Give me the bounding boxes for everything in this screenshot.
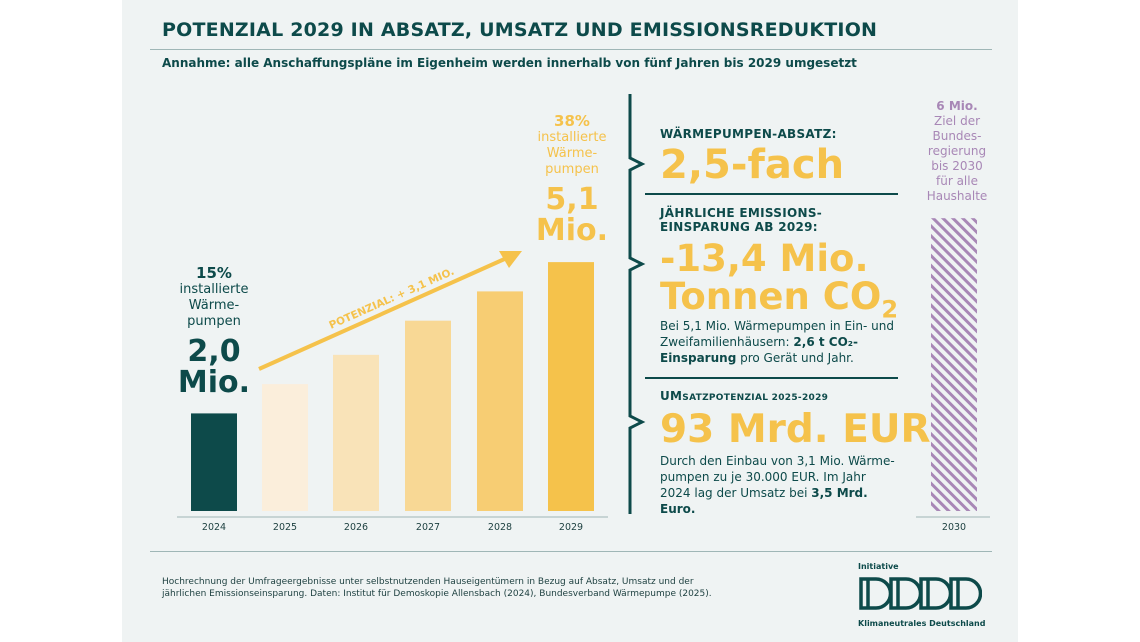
- revenue-heading-rest: SATZPOTENZIAL 2025-2029: [682, 393, 829, 403]
- desc-2029-line3: pumpen: [545, 162, 599, 177]
- desc-2029-line1: installierte: [537, 130, 607, 145]
- value-2029-line1: 5,1: [545, 182, 599, 217]
- share-2029: 38%: [554, 112, 590, 130]
- potential-arrow-line: [258, 255, 510, 371]
- logo-initiative-text: Initiative: [858, 562, 899, 571]
- target-desc-line4: bis 2030: [931, 159, 983, 173]
- target-desc-line6: Haushalte: [926, 189, 988, 203]
- target-desc-line2: Bundes-: [932, 129, 982, 143]
- emissions-body-text: Bei 5,1 Mio. Wärmepumpen in Ein- und Zwe…: [660, 319, 894, 349]
- emissions-body-tail: pro Gerät und Jahr.: [736, 351, 854, 365]
- bar-2025: [262, 384, 308, 511]
- value-2024: 2,0 Mio.: [168, 336, 260, 398]
- emissions-heading-line1: JÄHRLICHE EMISSIONS-: [660, 206, 823, 220]
- x-tick-2025: 2025: [273, 522, 297, 533]
- revenue-heading-initial: UM: [660, 389, 683, 403]
- page-subtitle: Annahme: alle Anschaffungspläne im Eigen…: [162, 56, 857, 70]
- stat-divider-2: [645, 377, 898, 379]
- target-desc-line5: für alle: [936, 174, 978, 188]
- bar-2028: [477, 291, 523, 511]
- logo-org-name: Klimaneutrales Deutschland: [858, 619, 986, 628]
- stat-divider-1: [645, 193, 898, 195]
- potential-arrow-head-icon: [499, 251, 522, 268]
- revenue-body-text: Durch den Einbau von 3,1 Mio. Wärme-pump…: [660, 454, 895, 500]
- source-note: Hochrechnung der Umfrageergebnisse unter…: [162, 577, 712, 599]
- emissions-unit: Tonnen CO: [660, 275, 882, 318]
- organization-logo: Initiative Klimaneutrales Deutschland: [858, 560, 988, 630]
- x-tick-2027: 2027: [416, 522, 440, 533]
- x-tick-2029: 2029: [559, 522, 583, 533]
- bar-2026: [333, 354, 379, 511]
- emissions-value: -13,4 Mio. Tonnen CO2: [660, 240, 898, 328]
- desc-2029-line2: Wärme-: [546, 146, 598, 161]
- bar-2024: [191, 413, 237, 511]
- bar-2030: [931, 218, 977, 511]
- target-annotation: 6 Mio. Ziel der Bundes- regierung bis 20…: [914, 99, 1000, 204]
- desc-2024-line3: pumpen: [187, 314, 241, 329]
- sales-heading: WÄRMEPUMPEN-ABSATZ:: [660, 127, 837, 141]
- revenue-value: 93 Mrd. EUR: [660, 407, 931, 452]
- footer-divider: [150, 551, 992, 552]
- revenue-body-bold: 3,5 Mrd. Euro.: [660, 486, 868, 516]
- x-tick-2028: 2028: [488, 522, 512, 533]
- desc-2024-line2: Wärme-: [188, 298, 240, 313]
- value-2024-line2: Mio.: [177, 365, 251, 400]
- bar-2027: [405, 320, 451, 511]
- curly-brace: [628, 94, 646, 514]
- bar-2029: [548, 262, 594, 511]
- sales-value: 2,5-fach: [660, 142, 845, 188]
- revenue-heading: UMSATZPOTENZIAL 2025-2029: [660, 389, 828, 403]
- title-divider: [150, 49, 992, 50]
- emissions-heading-line2: EINSPARUNG AB 2029:: [660, 220, 818, 234]
- annotation-2024: 15% installierte Wärme- pumpen 2,0 Mio.: [168, 264, 260, 398]
- emissions-value-line1: -13,4 Mio.: [660, 237, 869, 280]
- desc-2024-line1: installierte: [179, 282, 249, 297]
- logo-mark-icon: [859, 577, 982, 610]
- emissions-heading: JÄHRLICHE EMISSIONS- EINSPARUNG AB 2029:: [660, 206, 822, 234]
- x-tick-2026: 2026: [344, 522, 368, 533]
- value-2024-line1: 2,0: [187, 334, 241, 369]
- annotation-2029: 38% installierte Wärme- pumpen 5,1 Mio.: [522, 112, 622, 246]
- value-2029: 5,1 Mio.: [522, 184, 622, 246]
- target-value: 6 Mio.: [936, 99, 978, 113]
- emissions-body: Bei 5,1 Mio. Wärmepumpen in Ein- und Zwe…: [660, 318, 896, 366]
- page-title: POTENZIAL 2029 IN ABSATZ, UMSATZ UND EMI…: [162, 19, 878, 41]
- co2-subscript: 2: [881, 295, 899, 324]
- emissions-body-bold: 2,6 t CO₂-Einsparung: [660, 335, 858, 365]
- value-2029-line2: Mio.: [535, 213, 609, 248]
- x-tick-2024: 2024: [202, 522, 226, 533]
- share-2024: 15%: [196, 264, 232, 282]
- revenue-body: Durch den Einbau von 3,1 Mio. Wärme-pump…: [660, 453, 896, 517]
- target-desc-line3: regierung: [927, 144, 987, 158]
- emissions-value-line2: Tonnen CO2: [660, 278, 898, 328]
- target-desc-line1: Ziel der: [933, 114, 981, 128]
- x-tick-2030: 2030: [942, 522, 966, 533]
